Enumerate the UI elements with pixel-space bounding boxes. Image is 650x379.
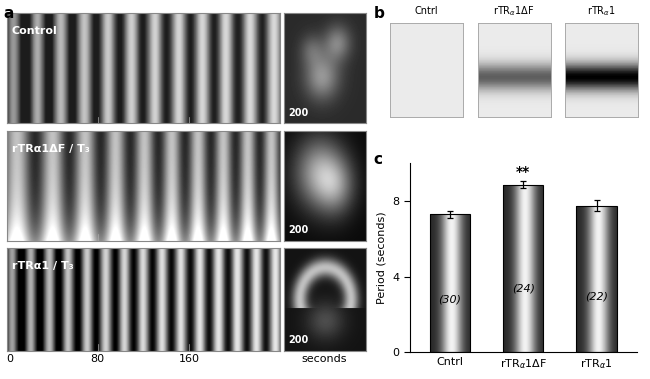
Bar	[430, 214, 470, 352]
Text: seconds: seconds	[302, 354, 347, 364]
Text: a: a	[3, 6, 14, 21]
Text: b: b	[374, 6, 385, 21]
Bar	[577, 205, 617, 352]
Text: 160: 160	[178, 354, 200, 364]
Text: Cntrl: Cntrl	[415, 6, 438, 16]
Text: rTRα1 / T₃: rTRα1 / T₃	[12, 260, 73, 271]
Text: (30): (30)	[438, 295, 462, 305]
Text: **: **	[516, 165, 530, 179]
Text: Control: Control	[12, 27, 58, 36]
Text: 200: 200	[288, 335, 308, 346]
Y-axis label: Period (seconds): Period (seconds)	[376, 211, 386, 304]
Text: 200: 200	[288, 108, 308, 117]
Text: c: c	[374, 152, 383, 167]
Text: (22): (22)	[585, 292, 608, 302]
Text: 80: 80	[90, 354, 105, 364]
Bar	[503, 185, 543, 352]
Text: rTR$_\alpha$1$\Delta$F: rTR$_\alpha$1$\Delta$F	[493, 5, 535, 18]
Text: 200: 200	[288, 225, 308, 235]
Text: rTRα1ΔF / T₃: rTRα1ΔF / T₃	[12, 144, 90, 154]
Text: (24): (24)	[512, 284, 535, 294]
Text: 0: 0	[6, 354, 14, 364]
Text: rTR$_\alpha$1: rTR$_\alpha$1	[588, 5, 616, 18]
